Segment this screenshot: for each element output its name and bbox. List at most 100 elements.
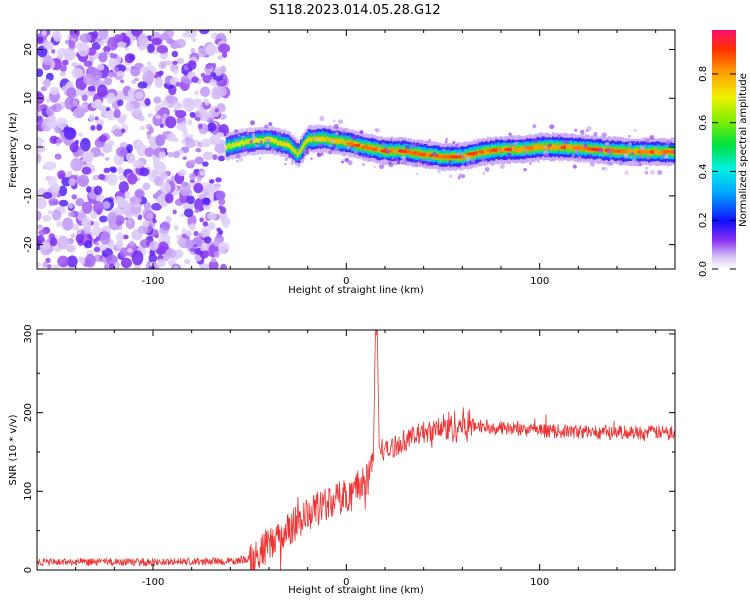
ridge-cell: [275, 138, 278, 144]
side-noise-dot: [654, 145, 657, 148]
noise-blob: [124, 217, 129, 221]
noise-blob: [217, 155, 225, 162]
side-noise-dot: [500, 151, 503, 154]
side-noise-dot: [238, 157, 244, 162]
side-noise-dot: [649, 135, 655, 140]
noise-blob: [164, 192, 174, 204]
side-noise-dot: [524, 145, 528, 149]
noise-blob: [69, 141, 79, 153]
noise-blob: [147, 43, 155, 53]
ridge-cell: [341, 138, 345, 144]
side-noise-dot: [508, 142, 512, 146]
noise-blob: [75, 233, 84, 244]
noise-blob: [79, 33, 92, 43]
ridge-cell: [553, 145, 556, 150]
noise-blob: [82, 151, 95, 161]
noise-blob: [172, 60, 178, 65]
spectrogram-heatmap: [37, 30, 675, 269]
noise-blob: [158, 151, 166, 159]
side-noise-dot: [572, 164, 577, 169]
side-noise-dot: [264, 124, 269, 129]
side-noise-dot: [516, 140, 519, 143]
side-noise-dot: [312, 131, 317, 135]
noise-blob: [218, 43, 231, 54]
side-noise-dot: [389, 138, 393, 142]
noise-blob: [131, 250, 144, 266]
side-noise-dot: [465, 156, 471, 162]
side-noise-dot: [241, 146, 247, 151]
side-noise-dot: [426, 140, 429, 144]
ridge-cell: [377, 146, 380, 152]
ridge-cell: [432, 154, 436, 160]
side-noise-dot: [333, 123, 339, 129]
noise-blob: [96, 123, 103, 131]
ridge-cell: [231, 142, 235, 148]
ridge-cell: [392, 147, 396, 153]
noise-blob: [70, 157, 83, 172]
noise-blob: [78, 148, 85, 157]
side-noise-dot: [362, 154, 366, 158]
ridge-cell: [347, 139, 351, 145]
noise-blob: [51, 183, 61, 193]
side-noise-dot: [521, 139, 525, 143]
ridge-cell: [395, 148, 399, 153]
side-noise-dot: [318, 143, 323, 148]
noise-blob: [151, 202, 162, 211]
side-noise-dot: [338, 119, 343, 125]
ridge-cell: [307, 137, 311, 143]
noise-blob: [90, 125, 96, 131]
ridge-cell: [227, 144, 230, 149]
noise-blob: [174, 249, 184, 259]
ridge-cell: [654, 149, 657, 155]
noise-blob: [142, 70, 155, 86]
side-noise-dot: [578, 134, 582, 138]
noise-blob: [202, 229, 210, 237]
side-noise-dot: [447, 143, 452, 148]
side-noise-dot: [499, 164, 505, 169]
noise-blob: [107, 241, 115, 250]
side-noise-dot: [437, 170, 441, 174]
ridge-cell: [270, 137, 273, 143]
ridge-cell: [228, 142, 232, 148]
side-noise-dot: [552, 132, 556, 136]
side-noise-dot: [366, 155, 370, 159]
side-noise-dot: [341, 160, 344, 164]
side-noise-dot: [445, 140, 448, 143]
side-noise-dot: [601, 132, 607, 138]
ridge-cell: [296, 152, 300, 158]
noise-blob: [142, 182, 151, 191]
side-noise-dot: [249, 120, 256, 126]
noise-blob: [48, 198, 59, 206]
noise-blob: [125, 103, 134, 112]
side-noise-dot: [456, 152, 460, 156]
noise-blob: [124, 47, 130, 51]
ridge-cell: [281, 141, 284, 147]
noise-blob: [117, 41, 127, 48]
noise-blob: [76, 41, 82, 49]
noise-blob: [129, 206, 142, 215]
noise-blob: [72, 99, 79, 107]
ridge-cell: [241, 139, 244, 145]
side-noise-dot: [638, 154, 642, 159]
noise-blob: [176, 122, 187, 131]
side-noise-dot: [415, 142, 420, 147]
noise-blob: [200, 245, 206, 252]
side-noise-dot: [265, 138, 271, 144]
spectrogram-x-label: Height of straight line (km): [288, 285, 424, 296]
ridge-cell: [558, 145, 561, 151]
noise-blob: [82, 161, 87, 165]
noise-blob: [64, 39, 70, 45]
side-noise-dot: [317, 153, 322, 158]
noise-blob: [114, 67, 119, 73]
noise-blob: [97, 84, 108, 98]
noise-blob: [220, 263, 227, 269]
noise-blob: [59, 64, 67, 72]
noise-blob: [83, 240, 93, 249]
noise-blob: [187, 214, 197, 226]
side-noise-dot: [352, 135, 358, 141]
ridge-cell: [633, 149, 637, 155]
side-noise-dot: [442, 148, 446, 152]
ridge-cell: [225, 145, 229, 151]
